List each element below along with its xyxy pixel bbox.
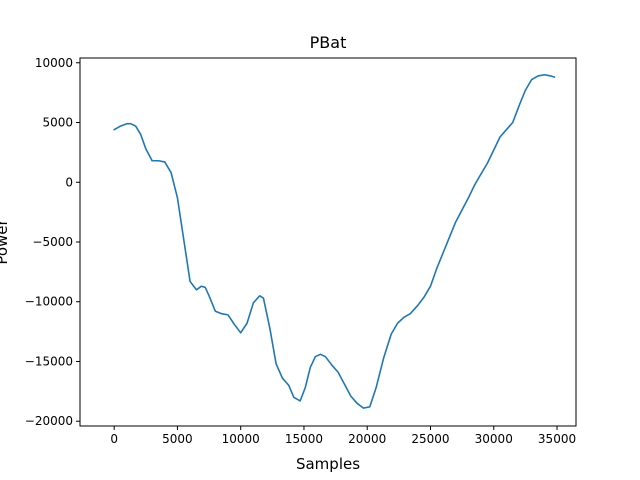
x-tick-label: 25000 <box>411 432 449 446</box>
x-tick-label: 0 <box>110 432 118 446</box>
y-axis-label: Power <box>0 218 11 264</box>
plot-area: 0 5000 10000 15000 20000 25000 30000 35000 −2000… <box>25 56 577 446</box>
y-tick-label: 5000 <box>42 116 73 130</box>
y-tick-label: −20000 <box>25 414 73 428</box>
x-tick-label: 30000 <box>475 432 513 446</box>
x-tick-label: 10000 <box>222 432 260 446</box>
x-tick-label: 20000 <box>348 432 386 446</box>
y-tick-label: −15000 <box>25 354 73 368</box>
y-tick-label: 10000 <box>35 56 73 70</box>
x-tick-label: 35000 <box>538 432 576 446</box>
y-tick-label: 0 <box>65 175 73 189</box>
series-line-0 <box>113 73 556 409</box>
x-axis-label: Samples <box>296 455 360 473</box>
x-tick-label: 5000 <box>162 432 193 446</box>
chart-title: PBat <box>310 33 347 52</box>
x-tick-label: 15000 <box>285 432 323 446</box>
y-tick-label: −5000 <box>32 235 73 249</box>
y-tick-label: −10000 <box>25 295 73 309</box>
